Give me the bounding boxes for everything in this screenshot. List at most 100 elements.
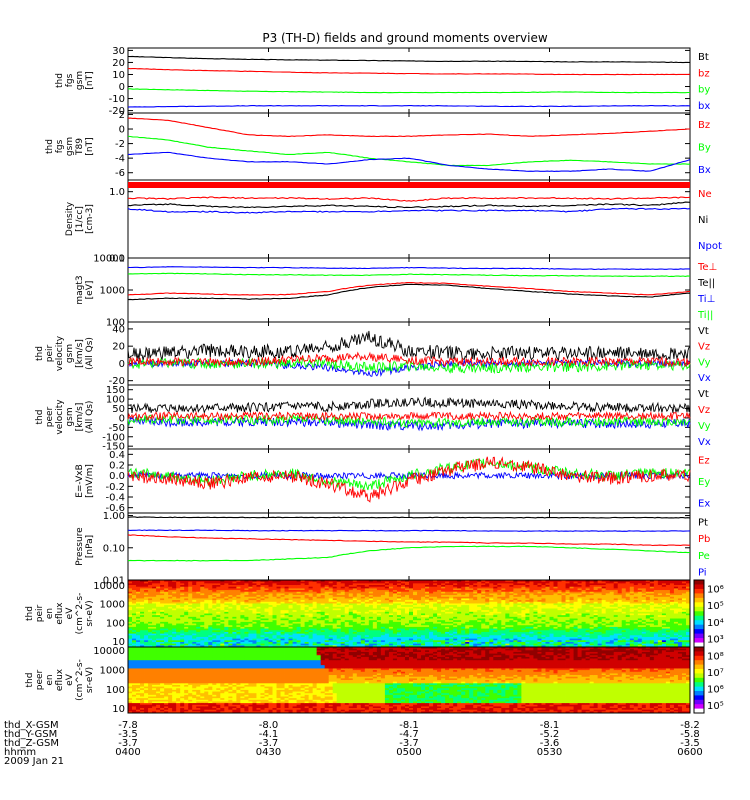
heatmap-cell — [212, 626, 217, 629]
heatmap-cell — [272, 623, 277, 626]
heatmap-cell — [140, 636, 145, 640]
heatmap-cell — [188, 586, 193, 589]
heatmap-cell — [160, 638, 165, 641]
heatmap-cell — [264, 583, 269, 586]
heatmap-cell — [244, 636, 249, 640]
heatmap-cell — [260, 603, 265, 606]
legend-entry: Vz — [698, 405, 710, 416]
heatmap-cell — [212, 603, 217, 606]
heatmap-cell — [280, 633, 285, 636]
heatmap-cell — [192, 626, 197, 629]
heatmap-cell — [200, 581, 205, 584]
heatmap-cell — [148, 633, 153, 636]
heatmap-cell — [184, 581, 189, 584]
heatmap-cell — [248, 600, 253, 603]
heatmap-cell — [176, 600, 181, 603]
heatmap-cell — [152, 618, 157, 621]
heatmap-cell — [228, 643, 233, 646]
heatmap-cell — [240, 595, 245, 598]
heatmap-cell — [188, 635, 193, 638]
heatmap-cell — [256, 631, 261, 634]
heatmap-cell — [280, 613, 285, 616]
heatmap-cell — [216, 623, 221, 626]
heatmap-cell — [256, 628, 261, 631]
heatmap-cell — [260, 618, 265, 621]
heatmap-cell — [244, 641, 249, 645]
heatmap-cell — [244, 620, 249, 623]
heatmap-cell — [184, 583, 189, 586]
heatmap-cell — [248, 635, 253, 638]
heatmap-cell — [156, 618, 161, 621]
heatmap-cell — [148, 598, 153, 601]
heatmap-cell — [232, 596, 237, 599]
heatmap-cell — [272, 636, 277, 640]
heatmap-cell — [156, 608, 161, 611]
heatmap-cell — [268, 605, 273, 608]
heatmap-cell — [288, 615, 293, 618]
heatmap-cell — [236, 591, 241, 594]
heatmap-cell — [232, 615, 237, 618]
heatmap-cell — [180, 611, 185, 614]
series-line-Ti|| — [127, 272, 691, 278]
heatmap-cell — [220, 636, 225, 640]
heatmap-cell — [132, 621, 137, 624]
heatmap-cell — [188, 588, 193, 591]
heatmap-cell — [220, 643, 225, 646]
heatmap-cell — [188, 605, 193, 608]
heatmap-cell — [132, 625, 137, 628]
heatmap-cell — [256, 630, 261, 633]
heatmap-cell — [240, 631, 245, 634]
y-label-line: T89 — [75, 138, 85, 156]
heatmap-cell — [156, 626, 161, 629]
heatmap-cell — [172, 615, 177, 618]
heatmap-cell — [128, 631, 133, 634]
heatmap-cell — [220, 596, 225, 599]
heatmap-cell — [140, 623, 145, 626]
heatmap-cell — [236, 580, 241, 583]
heatmap-cell — [192, 591, 197, 594]
heatmap-cell — [224, 623, 229, 626]
heatmap-cell — [268, 628, 273, 631]
heatmap-cell — [156, 600, 161, 603]
heatmap-cell — [168, 616, 173, 619]
heatmap-cell — [264, 586, 269, 589]
heatmap-cell — [176, 583, 181, 586]
heatmap-cell — [272, 631, 277, 634]
heatmap-cell — [132, 583, 137, 586]
heatmap-cell — [224, 616, 229, 619]
heatmap-cell — [136, 635, 141, 638]
heatmap-cell — [236, 611, 241, 614]
heatmap-cell — [264, 631, 269, 634]
heatmap-cell — [200, 596, 205, 599]
heatmap-cell — [180, 583, 185, 586]
heatmap-cell — [272, 611, 277, 614]
heatmap-cell — [288, 595, 293, 598]
heatmap-cell — [176, 643, 181, 646]
heatmap-cell — [236, 636, 241, 640]
heatmap-cell — [144, 636, 149, 640]
heatmap-cell — [212, 593, 217, 596]
heatmap-cell — [292, 590, 297, 593]
heatmap-cell — [160, 598, 165, 601]
heatmap-cell — [136, 641, 141, 645]
y-label-line: sr-eV) — [85, 600, 95, 626]
heatmap-cell — [204, 635, 209, 638]
heatmap-cell — [192, 603, 197, 606]
heatmap-cell — [284, 608, 289, 611]
heatmap-cell — [148, 643, 153, 646]
heatmap-cell — [172, 640, 177, 643]
heatmap-cell — [292, 580, 297, 583]
heatmap-cell — [168, 593, 173, 596]
heatmap-cell — [224, 636, 229, 640]
y-label-line: fgs — [55, 139, 65, 153]
heatmap-cell — [132, 608, 137, 611]
heatmap-cell — [200, 610, 205, 613]
heatmap-cell — [148, 583, 153, 586]
heatmap-cell — [220, 590, 225, 593]
panel-frame — [127, 179, 691, 259]
heatmap-cell — [288, 600, 293, 603]
heatmap-cell — [236, 630, 241, 633]
heatmap-cell — [180, 631, 185, 634]
